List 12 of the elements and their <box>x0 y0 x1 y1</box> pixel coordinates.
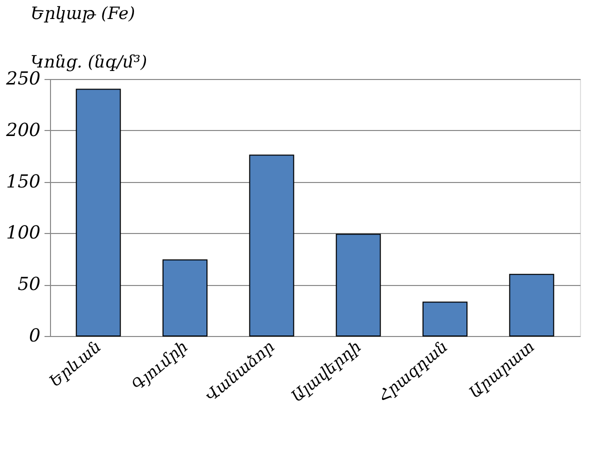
y-tick-label: 150 <box>6 171 40 192</box>
y-tick-label: 0 <box>29 326 40 346</box>
y-tick-label: 100 <box>6 222 40 244</box>
bar <box>336 234 381 336</box>
y-tick-label: 200 <box>5 120 40 141</box>
bar <box>249 154 294 336</box>
y-tick-label: 50 <box>18 274 40 296</box>
bar <box>76 88 121 336</box>
bar <box>422 302 468 336</box>
bar <box>509 274 554 336</box>
chart-title: Երկաթ (Fe) <box>30 4 136 24</box>
bar <box>162 259 208 336</box>
